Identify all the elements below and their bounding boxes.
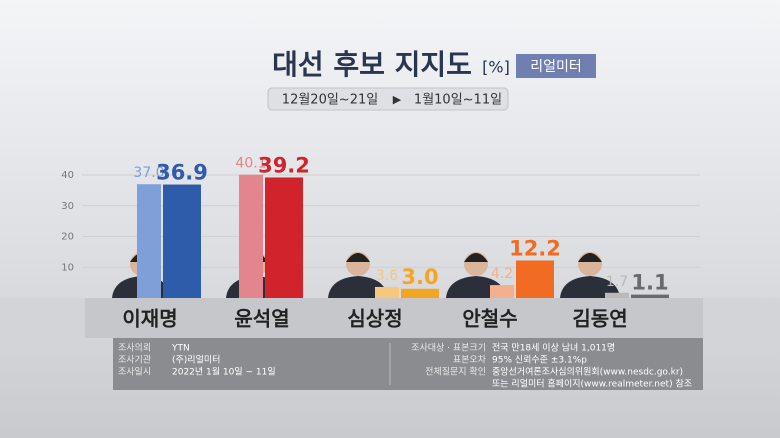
value-label: 4.2 (491, 266, 513, 282)
photo-body (328, 276, 388, 298)
value-label: 40.1 (235, 156, 266, 172)
value-label: 1.7 (606, 274, 628, 290)
info-key: 조사일시 (118, 367, 151, 378)
info-key: 조사기관 (118, 355, 151, 366)
legend-entry: 12월20일~21일 (282, 93, 378, 108)
info-box (113, 338, 703, 390)
y-tick-label: 10 (61, 262, 74, 273)
unit: [%] (482, 58, 510, 77)
source-badge: 리얼미터 (530, 59, 582, 75)
bar (137, 184, 161, 298)
bar (265, 177, 303, 298)
info-key: 조사의뢰 (118, 343, 151, 354)
name-band (85, 298, 703, 338)
bar (163, 184, 201, 298)
legend-entry: 1월10일~11일 (414, 93, 502, 108)
bar (516, 260, 554, 298)
bar (605, 292, 629, 298)
photo-hair (464, 253, 488, 262)
badge-box (516, 54, 596, 78)
category-label: 안철수 (462, 307, 517, 331)
value-label: 3.0 (401, 265, 438, 289)
category-label: 김동연 (572, 307, 627, 331)
info-key: 표본오차 (453, 354, 487, 366)
info-note: 또는 리얼미터 홈페이지(www.realmeter.net) 참조 (492, 378, 692, 390)
bar (631, 294, 669, 298)
value-label: 3.6 (376, 268, 398, 284)
value-label: 36.9 (156, 161, 208, 185)
legend-arrow: ▶ (393, 93, 402, 106)
info-key: 전체질문지 확인 (425, 366, 486, 378)
category-label: 심상정 (347, 307, 402, 331)
photo-body (560, 276, 620, 298)
chart-title: 대선 후보 지지도 (272, 48, 472, 81)
info-value: 중앙선거여론조사심의위원회(www.nesdc.go.kr) (492, 366, 683, 378)
value-label: 1.1 (631, 271, 668, 295)
bar (239, 174, 263, 298)
bar (490, 285, 514, 298)
bar (401, 288, 439, 298)
photo-hair (578, 253, 602, 262)
value-label: 12.2 (509, 236, 561, 260)
info-value: 전국 만18세 이상 남녀 1,011명 (492, 343, 615, 354)
y-tick-label: 40 (61, 170, 74, 181)
value-label: 37.0 (133, 165, 164, 181)
info-key: 조사대상 · 표본크기 (411, 343, 486, 354)
bar (375, 286, 399, 298)
value-label: 39.2 (258, 153, 310, 177)
y-tick-label: 20 (61, 232, 74, 243)
info-value: YTN (171, 344, 190, 354)
info-value: 2022년 1월 10일 ~ 11일 (172, 366, 276, 378)
info-value: (주)리얼미터 (172, 355, 220, 366)
y-tick-label: 30 (61, 201, 74, 212)
photo-hair (346, 253, 370, 262)
category-label: 이재명 (122, 307, 177, 331)
info-value: 95% 신뢰수준 ±3.1%p (492, 355, 587, 366)
legend-box (267, 87, 509, 111)
category-label: 윤석열 (234, 307, 289, 331)
